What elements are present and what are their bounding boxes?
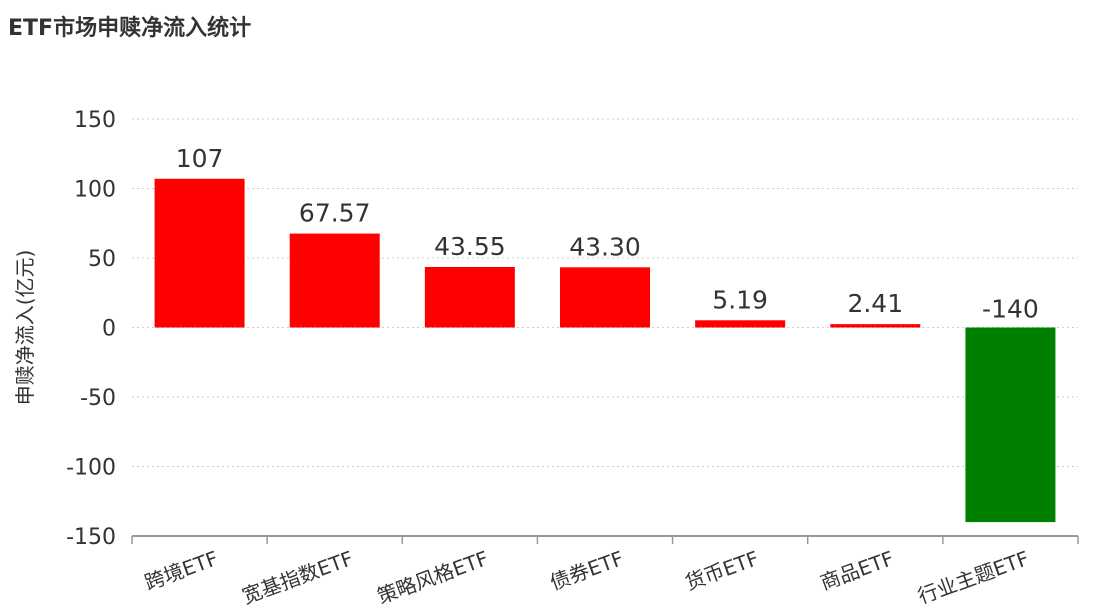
bar-债券ETF [560,267,650,328]
x-tick-label: 商品ETF [817,546,897,595]
y-tick-label: -50 [80,386,116,411]
y-tick-label: -100 [66,456,116,481]
bar-货币ETF [695,320,786,328]
data-label: 67.57 [299,199,371,228]
y-tick-label: 150 [74,108,116,133]
y-axis-label: 申赎净流入(亿元) [13,250,37,406]
bar-商品ETF [830,324,921,328]
x-tick-label: 债券ETF [547,546,627,595]
data-label: 43.55 [434,232,506,261]
bar-策略风格ETF [424,266,515,328]
y-tick-label: 50 [88,247,116,272]
x-tick-label: 宽基指数ETF [239,546,357,608]
x-tick-label: 跨境ETF [141,546,221,595]
y-tick-label: 0 [102,317,116,342]
data-label: 107 [176,144,224,173]
bar-行业主题ETF [965,327,1056,523]
bar-跨境ETF [154,178,245,328]
bar-宽基指数ETF [289,233,380,328]
y-tick-label: 100 [74,178,116,203]
data-label: 5.19 [712,285,768,314]
chart-title: ETF市场申赎净流入统计 [8,16,252,41]
y-tick-label: -150 [66,525,116,550]
x-tick-label: 策略风格ETF [374,546,492,608]
x-tick-label: 行业主题ETF [915,546,1033,608]
data-label: 2.41 [847,289,903,318]
data-label: 43.30 [569,232,641,261]
x-tick-label: 货币ETF [682,546,762,595]
data-label: -140 [982,295,1039,324]
